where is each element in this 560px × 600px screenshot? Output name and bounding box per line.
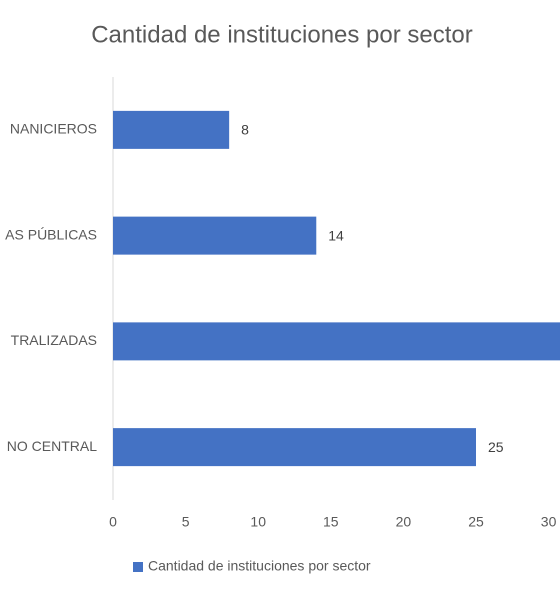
x-tick-label: 5 <box>182 514 190 530</box>
x-tick-label: 25 <box>468 514 484 530</box>
bar <box>113 428 476 467</box>
y-tick-label: NO CENTRAL <box>7 438 97 454</box>
y-tick-label: AS PÚBLICAS <box>5 226 97 242</box>
x-tick-label: 10 <box>250 514 266 530</box>
legend-label: Cantidad de instituciones por sector <box>148 558 371 574</box>
x-tick-label: 15 <box>323 514 339 530</box>
x-tick-label: 20 <box>396 514 412 530</box>
x-tick-label: 30 <box>541 514 557 530</box>
chart-title: Cantidad de instituciones por sector <box>91 21 473 48</box>
bar <box>113 216 317 255</box>
y-tick-label: NANICIEROS <box>10 121 97 137</box>
data-label: 14 <box>328 227 344 243</box>
y-tick-label: TRALIZADAS <box>11 332 97 348</box>
data-label: 8 <box>241 122 249 138</box>
bar <box>113 322 560 361</box>
x-tick-label: 0 <box>109 514 117 530</box>
legend-swatch <box>133 562 143 572</box>
bar <box>113 110 230 149</box>
data-label: 25 <box>488 439 504 455</box>
